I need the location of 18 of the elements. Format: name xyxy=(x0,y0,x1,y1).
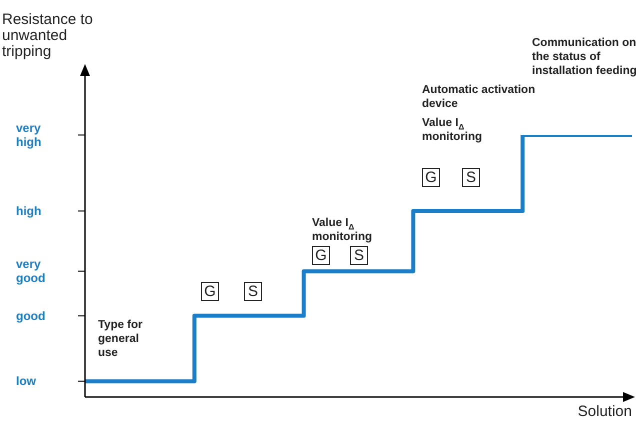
annotation: Value I$_{Δ}$ monitoring xyxy=(312,216,374,244)
annotation: S xyxy=(350,246,368,265)
annotation: G xyxy=(201,282,219,301)
text: Automatic activation device xyxy=(422,83,536,111)
text: Communication on the status of installation feeding xyxy=(532,36,637,78)
annotation: Type for general use xyxy=(98,318,144,360)
text: very good xyxy=(16,257,46,286)
annotation: G xyxy=(312,246,330,265)
x-axis-title: Solution xyxy=(578,403,632,420)
annotation: S xyxy=(462,168,480,187)
text: low xyxy=(16,374,37,388)
annotation: Value I$_{Δ}$ monitoring xyxy=(422,116,484,144)
annotation: G xyxy=(422,168,440,187)
text: good xyxy=(16,308,46,323)
annotation: S xyxy=(244,282,262,301)
text: very high xyxy=(16,121,42,149)
text: high xyxy=(16,204,42,218)
y-axis-title: Resistance to unwanted tripping xyxy=(2,11,94,60)
